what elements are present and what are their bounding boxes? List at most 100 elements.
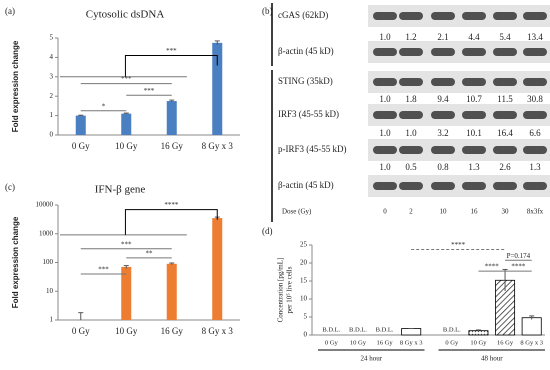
y-tick-label: 5 bbox=[50, 34, 54, 42]
dose: 2 bbox=[409, 208, 413, 216]
x-tick-label: 16 Gy bbox=[161, 141, 184, 151]
value-label: B.D.L. bbox=[443, 326, 461, 333]
x-tick-label: 16 Gy bbox=[497, 339, 514, 346]
band-value: 2.6 bbox=[499, 162, 511, 172]
chart-title: Cytosolic dsDNA bbox=[86, 9, 165, 21]
x-tick-label: 0 Gy bbox=[445, 339, 459, 346]
blot-band bbox=[399, 78, 423, 86]
chart-title: IFN-β gene bbox=[95, 184, 146, 196]
y-axis-label: Fold expression change bbox=[11, 40, 20, 132]
y-tick-label: 5 bbox=[304, 313, 308, 321]
blot-band bbox=[462, 12, 486, 20]
blot-band bbox=[523, 12, 547, 20]
band-value: 0.8 bbox=[437, 162, 449, 172]
y-tick-label: 25 bbox=[300, 241, 308, 249]
x-tick-label: 16 Gy bbox=[161, 326, 184, 336]
blot-band bbox=[462, 182, 486, 190]
annotation: *** bbox=[166, 47, 177, 55]
group-label: 24 hour bbox=[360, 355, 382, 363]
annotation: **** bbox=[451, 241, 466, 249]
band-value: 0.5 bbox=[405, 162, 417, 172]
annotation: **** bbox=[485, 263, 500, 271]
y-tick-label: 1000 bbox=[39, 229, 54, 237]
blot-background bbox=[368, 41, 550, 63]
y-tick-label: 20 bbox=[300, 259, 308, 267]
y-tick-label: 0 bbox=[50, 131, 54, 139]
blot-background bbox=[368, 71, 550, 93]
bar bbox=[166, 101, 177, 135]
y-tick-label: 1 bbox=[50, 316, 54, 324]
dose-label: Dose (Gy) bbox=[282, 208, 312, 216]
blot-band bbox=[493, 48, 517, 56]
x-tick-label: 0 Gy bbox=[72, 326, 90, 336]
blot-band bbox=[431, 182, 455, 190]
blot-band bbox=[493, 182, 517, 190]
panel-label: (a) bbox=[5, 6, 15, 16]
band-value: 30.8 bbox=[527, 94, 543, 104]
dose: 8x3fx bbox=[527, 208, 544, 216]
y-axis-label: per 10⁵ live cells bbox=[286, 266, 294, 313]
blot-band bbox=[399, 111, 423, 119]
band-value: 2.1 bbox=[437, 32, 448, 42]
panel-label: (c) bbox=[5, 182, 15, 192]
y-axis-label: Concentration [pg/mL] bbox=[277, 258, 285, 323]
value-label: B.D.L. bbox=[349, 326, 367, 333]
blot-band bbox=[373, 146, 397, 154]
row-label: STING (35kD) bbox=[278, 76, 333, 86]
blot-band bbox=[523, 146, 547, 154]
annotation: *** bbox=[98, 266, 109, 274]
x-tick-label: 8 Gy x 3 bbox=[400, 339, 423, 346]
x-tick-label: 10 Gy bbox=[350, 339, 367, 346]
row-label: β-actin (45 kD) bbox=[278, 180, 334, 190]
panel-label: (d) bbox=[262, 226, 273, 236]
dose: 0 bbox=[383, 208, 387, 216]
blot-band bbox=[399, 146, 423, 154]
blot-band bbox=[431, 48, 455, 56]
blot-band bbox=[431, 78, 455, 86]
band-value: 5.4 bbox=[499, 32, 511, 42]
blot-band bbox=[431, 111, 455, 119]
band-value: 11.5 bbox=[497, 94, 513, 104]
y-tick-label: 15 bbox=[300, 277, 308, 285]
bar bbox=[521, 317, 542, 336]
x-tick-label: 8 Gy x 3 bbox=[202, 141, 234, 151]
blot-background bbox=[368, 104, 550, 126]
band-value: 1.3 bbox=[529, 162, 541, 172]
value-label: B.D.L. bbox=[376, 326, 394, 333]
blot-band bbox=[462, 146, 486, 154]
blot-band bbox=[399, 48, 423, 56]
value-label: B.D.L. bbox=[322, 326, 340, 333]
band-value: 1.2 bbox=[405, 32, 416, 42]
row-label: cGAS (62kD) bbox=[278, 10, 328, 20]
band-value: 1.8 bbox=[405, 94, 417, 104]
blot-band bbox=[373, 48, 397, 56]
row-label: p-IRF3 (45-55 kD) bbox=[278, 144, 347, 154]
dose: 30 bbox=[502, 208, 510, 216]
group-label: 48 hour bbox=[481, 355, 503, 363]
blot-band bbox=[373, 111, 397, 119]
y-tick-label: 3 bbox=[50, 72, 54, 80]
band-value: 4.4 bbox=[468, 32, 480, 42]
annotation: * bbox=[102, 102, 106, 110]
blot-band bbox=[523, 78, 547, 86]
x-tick-label: 0 Gy bbox=[325, 339, 339, 346]
y-tick-label: 4 bbox=[50, 53, 54, 61]
blot-band bbox=[523, 182, 547, 190]
band-value: 9.4 bbox=[437, 94, 449, 104]
band-value: 1.0 bbox=[379, 32, 391, 42]
y-tick-label: 10000 bbox=[36, 201, 54, 209]
blot-band bbox=[462, 78, 486, 86]
blot-band bbox=[523, 111, 547, 119]
band-value: 1.0 bbox=[379, 94, 391, 104]
annotation: P=0.174 bbox=[507, 252, 531, 260]
y-tick-label: 1 bbox=[50, 111, 54, 119]
y-tick-label: 10 bbox=[46, 287, 54, 295]
blot-band bbox=[523, 48, 547, 56]
blot-band bbox=[493, 12, 517, 20]
blot-band bbox=[462, 111, 486, 119]
x-tick-label: 10 Gy bbox=[115, 141, 138, 151]
band-value: 16.4 bbox=[497, 128, 513, 138]
x-tick-label: 10 Gy bbox=[115, 326, 138, 336]
band-value: 10.7 bbox=[466, 94, 482, 104]
x-tick-label: 16 Gy bbox=[377, 339, 394, 346]
